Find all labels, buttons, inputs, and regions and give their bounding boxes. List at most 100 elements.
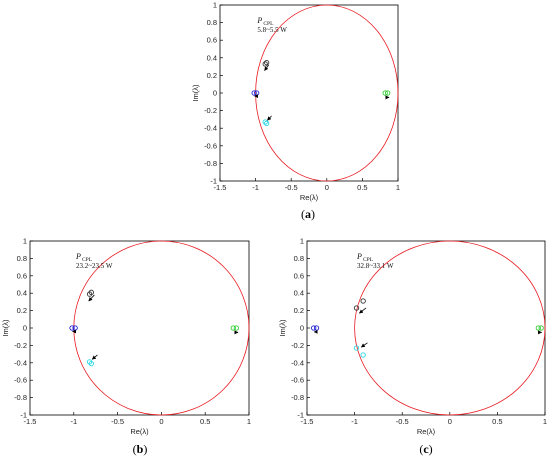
panel-label: (b) bbox=[133, 442, 148, 456]
y-tick-label: 0 bbox=[23, 324, 27, 333]
eigenvalue-point bbox=[360, 352, 366, 358]
y-tick-label: -0.6 bbox=[291, 376, 304, 385]
eigenvalue-point bbox=[262, 61, 268, 67]
x-tick-label: -1.5 bbox=[301, 417, 314, 426]
y-tick-label: 0 bbox=[213, 89, 217, 98]
panel-a: -1.5 -1 -0.5 0 0.5 1-1-0.8-0.6-0.4-0.200.20.4… bbox=[191, 1, 400, 222]
x-tick-label: 1 bbox=[396, 183, 400, 192]
x-tick-label: -1 bbox=[252, 183, 259, 192]
x-axis-label: Re(λ) bbox=[130, 427, 149, 436]
unit-circle bbox=[354, 240, 546, 416]
eigenvalue-point bbox=[311, 325, 317, 331]
x-tick-label: -1 bbox=[351, 417, 358, 426]
eigenvalue-point bbox=[353, 345, 360, 351]
x-axis-label: Re(λ) bbox=[300, 193, 319, 202]
x-tick-label: 0.5 bbox=[357, 183, 367, 192]
eigenvalue-point bbox=[263, 59, 270, 66]
annotation-subscript: CPL bbox=[82, 257, 93, 263]
x-tick-label: -1 bbox=[70, 417, 77, 426]
eigenvalue-point bbox=[382, 90, 388, 96]
y-tick-label: -1 bbox=[20, 411, 27, 420]
y-tick-label: -0.2 bbox=[291, 341, 304, 350]
eigenvalue-point bbox=[69, 325, 75, 331]
y-tick-label: 0.2 bbox=[17, 306, 27, 315]
panel-label: (c) bbox=[419, 442, 432, 456]
y-tick-label: 0.4 bbox=[207, 53, 217, 62]
x-tick-label: -0.5 bbox=[111, 417, 124, 426]
eigenvalue-point bbox=[263, 120, 270, 127]
plot-frame bbox=[29, 240, 250, 416]
eigenvalue-point bbox=[233, 325, 239, 331]
x-tick-label: -0.5 bbox=[285, 183, 298, 192]
trend-arrow bbox=[91, 354, 98, 360]
x-tick-label: 0.5 bbox=[492, 417, 502, 426]
annotation-symbol: P bbox=[356, 252, 362, 261]
x-tick-label: -1.5 bbox=[24, 417, 37, 426]
x-tick-label: -1.5 bbox=[214, 183, 227, 192]
y-tick-label: 0.8 bbox=[294, 254, 304, 263]
x-axis-label: Re(λ) bbox=[417, 427, 436, 436]
y-tick-label: -0.4 bbox=[291, 358, 304, 367]
plot-frame bbox=[306, 240, 546, 416]
y-tick-label: 0.6 bbox=[17, 271, 27, 280]
y-axis-label: Im(λ) bbox=[1, 319, 10, 337]
eigenvalue-point bbox=[88, 361, 94, 367]
y-tick-label: -0.2 bbox=[14, 341, 27, 350]
x-tick-label: 0.5 bbox=[200, 417, 210, 426]
eigenvalue-point bbox=[535, 325, 541, 331]
eigenvalue-point bbox=[313, 325, 320, 331]
eigenvalue-point bbox=[538, 325, 544, 331]
y-tick-label: -1 bbox=[210, 177, 217, 186]
trend-arrow bbox=[359, 307, 367, 314]
y-tick-label: 1 bbox=[213, 1, 217, 10]
y-tick-label: 1 bbox=[23, 237, 27, 246]
y-tick-label: -0.8 bbox=[204, 159, 217, 168]
annotation-subscript: CPL bbox=[263, 21, 274, 27]
annotation-range: 32.8~33.1 W bbox=[357, 262, 394, 270]
trend-arrow bbox=[88, 294, 95, 302]
annotation-range: 23.2~23.5 W bbox=[76, 262, 113, 270]
y-tick-label: 0.8 bbox=[17, 254, 27, 263]
y-tick-label: 0 bbox=[300, 324, 304, 333]
unit-circle bbox=[255, 4, 399, 182]
y-tick-label: -0.2 bbox=[204, 106, 217, 115]
panel-label: (a) bbox=[301, 207, 315, 221]
x-tick-label: 0 bbox=[448, 417, 452, 426]
trend-arrow bbox=[267, 115, 272, 121]
y-tick-label: -0.8 bbox=[14, 393, 27, 402]
y-tick-label: 1 bbox=[300, 237, 304, 246]
plot-frame bbox=[219, 4, 399, 182]
y-tick-label: 0.6 bbox=[294, 271, 304, 280]
eigenvalue-point bbox=[262, 119, 268, 125]
trend-arrow bbox=[360, 342, 368, 348]
x-tick-label: 1 bbox=[247, 417, 251, 426]
y-tick-label: 0.2 bbox=[294, 306, 304, 315]
annotation-subscript: CPL bbox=[363, 257, 374, 263]
annotation-symbol: P bbox=[75, 252, 81, 261]
annotation-range: 5.8~5.5 W bbox=[257, 26, 287, 34]
y-tick-label: 0.4 bbox=[294, 289, 304, 298]
panel-b: -1.5 -1 -0.5 0 0.5 1-1-0.8-0.6-0.4-0.200.20.4… bbox=[1, 237, 251, 457]
eigenvalue-point bbox=[353, 305, 360, 311]
y-tick-label: 0.6 bbox=[207, 36, 217, 45]
y-tick-label: -1 bbox=[297, 411, 304, 420]
x-tick-label: 0 bbox=[325, 183, 329, 192]
y-tick-label: -0.8 bbox=[291, 393, 304, 402]
eigenvalue-point bbox=[360, 298, 366, 304]
y-tick-label: -0.4 bbox=[204, 124, 217, 133]
x-tick-label: -0.5 bbox=[396, 417, 409, 426]
x-tick-label: 0 bbox=[159, 417, 163, 426]
y-tick-label: -0.6 bbox=[14, 376, 27, 385]
y-axis-label: Im(λ) bbox=[278, 319, 287, 337]
y-tick-label: 0.4 bbox=[17, 289, 27, 298]
trend-arrow bbox=[264, 64, 270, 71]
y-axis-label: Im(λ) bbox=[191, 84, 200, 102]
eigenvalue-point bbox=[385, 90, 391, 96]
annotation-symbol: P bbox=[256, 16, 262, 25]
eigenvalue-point bbox=[88, 289, 94, 295]
panel-c: -1.5 -1 -0.5 0 0.5 1-1-0.8-0.6-0.4-0.200.20.4… bbox=[278, 237, 547, 457]
y-tick-label: -0.6 bbox=[204, 141, 217, 150]
y-tick-label: -0.4 bbox=[14, 358, 27, 367]
y-tick-label: 0.8 bbox=[207, 18, 217, 27]
